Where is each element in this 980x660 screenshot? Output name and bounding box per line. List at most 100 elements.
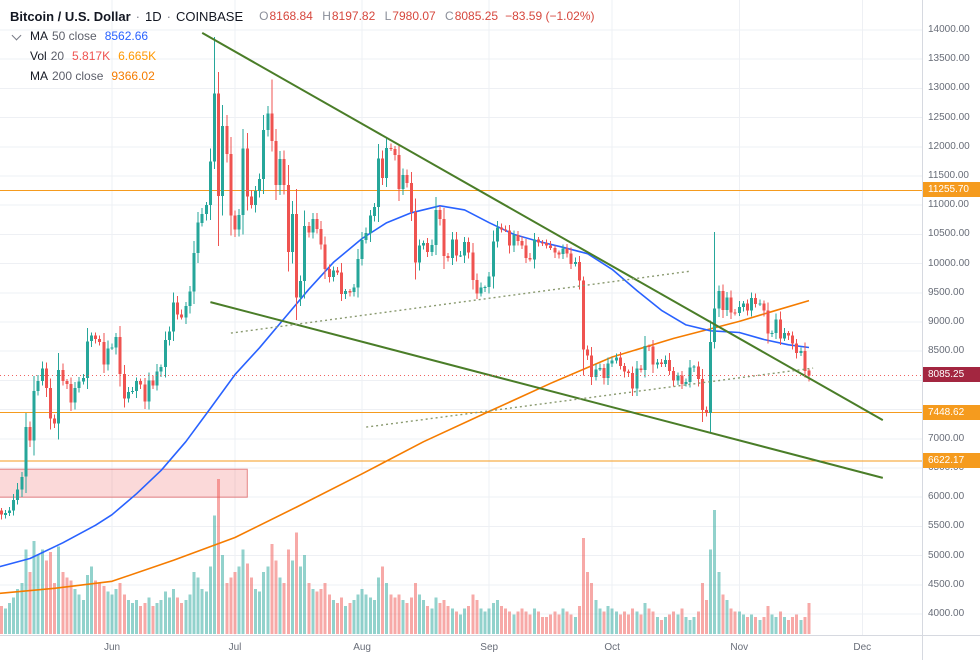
volume-bar bbox=[635, 611, 639, 634]
price-tick-label: 4000.00 bbox=[928, 608, 965, 619]
volume-bar bbox=[254, 588, 257, 634]
candle bbox=[401, 174, 405, 189]
candle bbox=[299, 281, 303, 298]
open-value: 8168.84 bbox=[269, 9, 313, 23]
trendline[interactable] bbox=[210, 301, 884, 479]
indicator-name: Vol bbox=[30, 49, 47, 63]
volume-bar bbox=[106, 591, 110, 634]
indicator-value: 9366.02 bbox=[111, 69, 155, 83]
candle bbox=[639, 368, 643, 370]
volume-bar bbox=[413, 583, 417, 634]
axis-corner bbox=[922, 635, 980, 660]
candle bbox=[541, 242, 544, 244]
volume-bar bbox=[32, 540, 36, 634]
candle bbox=[0, 510, 3, 515]
candle bbox=[110, 347, 114, 349]
high-label: H bbox=[322, 9, 331, 23]
level-lines bbox=[0, 189, 922, 462]
candle bbox=[311, 219, 315, 233]
candle bbox=[131, 390, 134, 393]
volume-bar bbox=[356, 594, 360, 634]
candle bbox=[413, 212, 417, 263]
indicator-row-ma200[interactable]: MA 200 close 9366.02 bbox=[10, 66, 595, 86]
candle bbox=[352, 287, 356, 293]
candle bbox=[327, 268, 331, 278]
time-tick-label: Jun bbox=[103, 642, 121, 653]
symbol-legend-row[interactable]: Bitcoin / U.S. Dollar · 1D · COINBASE O8… bbox=[10, 6, 595, 26]
candle bbox=[184, 306, 188, 318]
candle bbox=[126, 392, 130, 399]
volume-bar bbox=[577, 605, 581, 634]
volume-bar bbox=[151, 605, 155, 634]
volume-bar bbox=[770, 614, 774, 634]
volume-bar bbox=[57, 546, 61, 634]
candle bbox=[705, 410, 708, 414]
candle bbox=[208, 161, 212, 206]
candle bbox=[483, 287, 487, 288]
volume-bar bbox=[245, 563, 249, 634]
candle bbox=[356, 258, 360, 288]
candle bbox=[684, 382, 688, 384]
candle bbox=[606, 363, 610, 379]
volume-bar bbox=[454, 611, 458, 634]
candle bbox=[504, 229, 508, 231]
candle bbox=[385, 148, 389, 178]
volume-bar bbox=[565, 611, 569, 634]
candle bbox=[8, 510, 11, 513]
candle bbox=[102, 341, 106, 365]
separator: · bbox=[135, 8, 140, 24]
candle bbox=[672, 371, 676, 381]
candle bbox=[77, 381, 81, 388]
current-price-badge: 8085.25 bbox=[923, 367, 980, 383]
chevron-down-icon[interactable] bbox=[10, 29, 24, 43]
separator: · bbox=[166, 8, 171, 24]
candle bbox=[762, 303, 766, 311]
price-axis[interactable]: 14000.00 13500.00 13000.00 12500.00 12000.00… bbox=[922, 0, 980, 635]
volume-bar bbox=[758, 619, 762, 634]
candle bbox=[200, 214, 204, 223]
volume-bar bbox=[459, 614, 462, 634]
indicator-row-volume[interactable]: Vol 20 5.817K 6.665K bbox=[10, 46, 595, 66]
candle bbox=[274, 141, 278, 185]
volume-bar bbox=[397, 594, 401, 634]
candle bbox=[676, 375, 680, 381]
candle bbox=[122, 374, 126, 399]
candle bbox=[44, 368, 48, 388]
candle bbox=[319, 229, 323, 245]
dotted-trendline[interactable] bbox=[230, 270, 691, 334]
chart-pane[interactable] bbox=[0, 0, 922, 635]
volume-bar bbox=[114, 588, 118, 634]
volume-bar bbox=[65, 577, 69, 634]
dotted-trendline[interactable] bbox=[366, 367, 814, 428]
support-zone-rect[interactable] bbox=[0, 468, 248, 498]
volume-bar bbox=[213, 515, 216, 634]
volume-bar bbox=[491, 603, 495, 634]
candle bbox=[618, 357, 622, 366]
volume-bar bbox=[172, 588, 175, 634]
indicator-row-ma50[interactable]: MA 50 close 8562.66 bbox=[10, 26, 595, 46]
candle bbox=[114, 337, 118, 348]
volume-bar bbox=[590, 583, 594, 634]
candle bbox=[688, 367, 692, 383]
indicator-name: MA bbox=[30, 69, 48, 83]
price-level-badge: 11255.70 bbox=[923, 182, 980, 198]
volume-bar bbox=[495, 600, 499, 634]
candle bbox=[389, 148, 393, 150]
candle bbox=[409, 183, 413, 213]
volume-bar bbox=[147, 597, 151, 634]
volume-bar bbox=[729, 608, 733, 634]
volume-bar bbox=[545, 617, 549, 634]
time-axis[interactable]: Jun Jul Aug Sep Oct Nov Dec bbox=[0, 635, 922, 660]
time-tick-label: Dec bbox=[853, 642, 872, 653]
price-tick-label: 12000.00 bbox=[928, 140, 970, 152]
volume-bar bbox=[401, 600, 405, 634]
volume-bar bbox=[295, 532, 298, 634]
candle bbox=[3, 513, 7, 515]
time-tick-label: Sep bbox=[480, 642, 499, 653]
candle bbox=[118, 337, 122, 374]
candle bbox=[344, 291, 348, 294]
volume-bar bbox=[69, 580, 73, 634]
trendline[interactable] bbox=[201, 32, 884, 421]
volume-bar bbox=[438, 603, 442, 634]
volume-bar bbox=[557, 614, 561, 634]
